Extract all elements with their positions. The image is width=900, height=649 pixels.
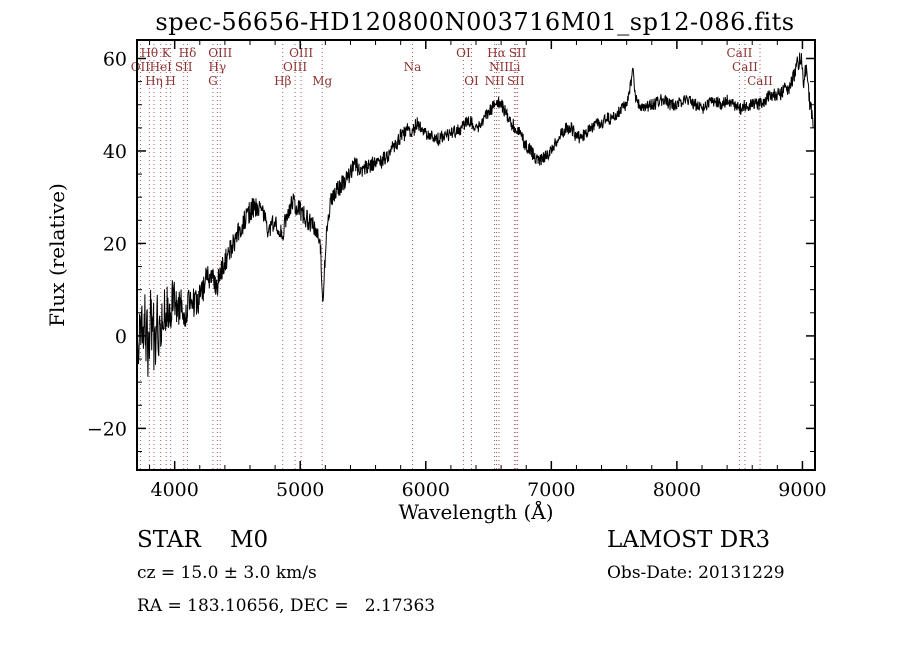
spectral-line-label: OIII [208,46,232,60]
object-class-label: STAR M0 [137,527,269,553]
spectral-line-label: Hη [145,74,163,88]
spectral-line-label: CaII [727,46,753,60]
x-tick-label: 6000 [402,479,450,501]
obs-date-label: Obs-Date: 20131229 [607,563,785,583]
spectral-line-label: OII [131,60,151,74]
spectral-line-label: Hβ [274,74,291,88]
x-tick-label: 7000 [527,479,575,501]
spectral-line-label: K [162,46,172,60]
x-tick-label: 4000 [150,479,198,501]
y-tick-label: 40 [103,141,127,163]
x-axis-label: Wavelength (Å) [398,500,554,524]
spectral-line-label: Na [404,60,422,74]
spectral-line-label: SII [509,46,527,60]
spectral-line-label: Li [509,60,521,74]
spectral-line-label: Mg [312,74,332,88]
x-tick-label: 8000 [653,479,701,501]
spectral-line-label: NII [489,60,509,74]
spectral-line-label: G [208,74,218,88]
y-tick-label: 0 [115,326,127,348]
spectral-line-label: Hα [487,46,506,60]
spectral-line-label: CaII [732,60,758,74]
spectral-line-label: CaII [747,74,773,88]
y-tick-label: 60 [103,48,127,70]
x-tick-label: 9000 [778,479,826,501]
spectral-line-label: SII [507,74,525,88]
plot-title: spec-56656-HD120800N003716M01_sp12-086.f… [155,8,795,36]
spectrum-trace [136,52,814,377]
redshift-velocity-label: cz = 15.0 ± 3.0 km/s [137,563,317,583]
ra-dec-label: RA = 183.10656, DEC = 2.17363 [137,596,436,616]
spectral-line-label: Hγ [209,60,227,74]
survey-label: LAMOST DR3 [607,527,771,553]
y-tick-label: 20 [103,233,127,255]
spectral-line-label: OI [464,74,479,88]
spectral-line-label: OIII [289,46,313,60]
spectral-line-label: HeI [150,60,173,74]
spectral-line-label: NII [485,74,505,88]
spectral-line-label: SII [175,60,193,74]
spectral-line-label: OI [456,46,471,60]
y-tick-label: −20 [87,418,127,440]
x-tick-label: 5000 [276,479,324,501]
spectral-line-label: Hδ [179,46,197,60]
spectral-line-label: OIII [283,60,307,74]
spectral-line-label: H [165,74,175,88]
